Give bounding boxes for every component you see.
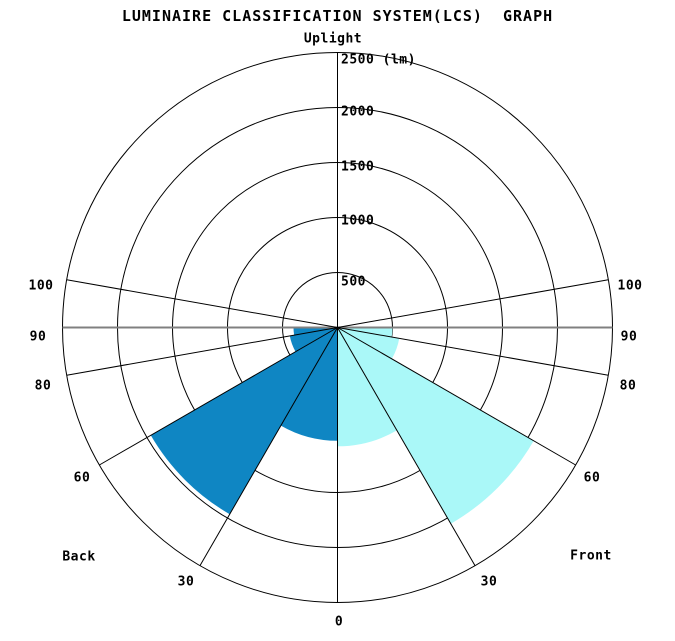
angle-label-100-left: 100: [29, 279, 54, 294]
axis-tick-2500: 2500 (lm): [341, 53, 416, 68]
axis-tick-1000: 1000: [341, 214, 374, 229]
spoke-front-100deg: [337, 279, 609, 328]
angle-label-60-right: 60: [584, 471, 601, 486]
angle-label-60-left: 60: [74, 471, 91, 486]
spoke-front-80deg: [337, 327, 609, 376]
angle-label-0: 0: [335, 615, 343, 630]
angle-label-30-left: 30: [178, 575, 195, 590]
zone-sector-FL: [337, 327, 397, 447]
chart-title: LUMINAIRE CLASSIFICATION SYSTEM(LCS) GRA…: [121, 7, 554, 25]
angle-label-80-left: 80: [35, 379, 52, 394]
direction-label-front: Front: [570, 549, 612, 564]
spoke-front-30deg: [337, 327, 476, 566]
angle-label-uplight: Uplight: [304, 32, 362, 47]
angle-label-90-left: 90: [30, 330, 47, 345]
axis-tick-500: 500: [341, 275, 366, 290]
spoke-back-30deg: [199, 327, 338, 566]
zone-sector-FH: [337, 327, 400, 359]
angle-label-30-right: 30: [481, 575, 498, 590]
zone-sector-FM: [337, 327, 534, 524]
angle-label-90-right: 90: [621, 330, 638, 345]
zone-sector-BM: [150, 327, 338, 515]
direction-label-back: Back: [62, 550, 95, 565]
spoke-back-60deg: [99, 327, 338, 466]
zone-sector-BH: [289, 327, 338, 352]
axis-tick-1500: 1500: [341, 160, 374, 175]
angle-label-80-right: 80: [620, 379, 637, 394]
angle-label-100-right: 100: [618, 279, 643, 294]
spoke-back-80deg: [66, 327, 338, 376]
axis-tick-2000: 2000: [341, 105, 374, 120]
spoke-back-100deg: [66, 279, 338, 328]
spoke-front-60deg: [337, 327, 576, 466]
zone-sector-BL: [280, 327, 338, 441]
